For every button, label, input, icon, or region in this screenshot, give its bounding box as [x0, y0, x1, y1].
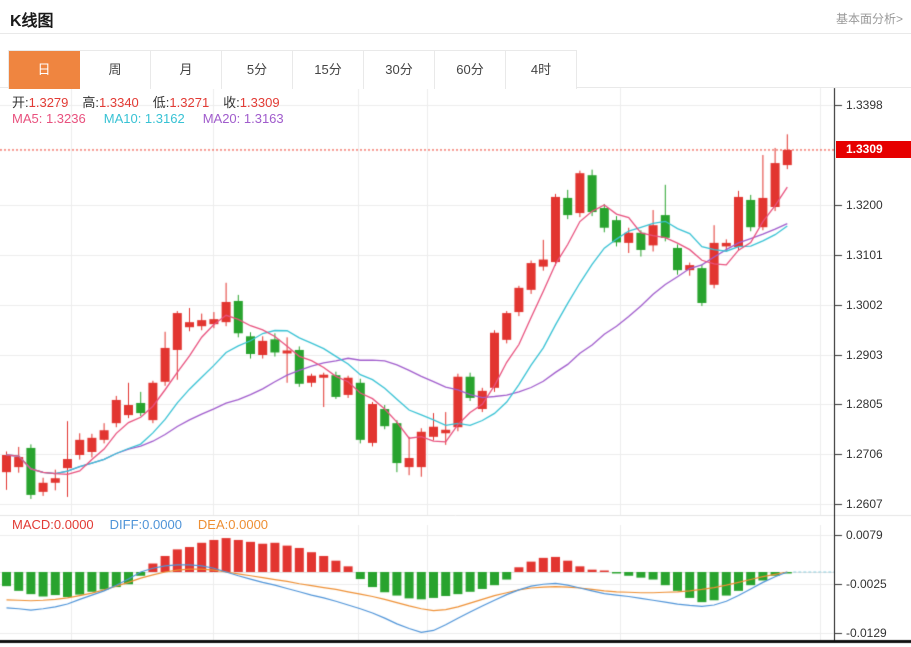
price-axis-label-3: 1.3002	[846, 298, 883, 312]
ohlc-low: 低:1.3271	[152, 95, 210, 110]
current-price-badge: 1.3309	[836, 141, 911, 158]
price-axis-label-2: 1.3101	[846, 248, 883, 262]
price-axis-label-5: 1.2805	[846, 397, 883, 411]
ma-readout: MA5: 1.3236 MA10: 1.3162 MA20: 1.3163	[12, 111, 302, 126]
ma-ma20: MA20: 1.3163	[202, 111, 284, 126]
macd-axis-label-2: -0.0129	[846, 626, 887, 640]
fundamental-analysis-link[interactable]: 基本面分析>	[835, 12, 903, 26]
ma-ma5: MA5: 1.3236	[12, 111, 86, 126]
tab-5min[interactable]: 5分	[222, 51, 293, 89]
price-axis-label-7: 1.2607	[846, 497, 883, 511]
macd-dea: DEA:0.0000	[197, 517, 269, 532]
tab-15min[interactable]: 15分	[293, 51, 364, 89]
ohlc-readout: 开:1.3279 高:1.3340 低:1.3271 收:1.3309	[12, 92, 294, 111]
tab-4hour[interactable]: 4时	[506, 51, 577, 89]
macd-readout: MACD:0.0000 DIFF:0.0000 DEA:0.0000	[12, 517, 284, 532]
page-title: K线图	[10, 13, 54, 30]
ohlc-close: 收:1.3309	[223, 95, 280, 110]
header-divider	[0, 33, 911, 34]
ohlc-high: 高:1.3340	[82, 95, 139, 110]
tab-60min[interactable]: 60分	[435, 51, 506, 89]
price-axis-label-0: 1.3398	[846, 98, 883, 112]
period-tab-bar: 日周月 5分 15分 30分 60分 4时	[8, 50, 577, 89]
tab-30min[interactable]: 30分	[364, 51, 435, 89]
tab-week[interactable]: 周	[80, 51, 151, 89]
tab-month[interactable]: 月	[151, 51, 222, 89]
macd-axis-label-0: 0.0079	[846, 528, 883, 542]
price-axis-label-4: 1.2903	[846, 348, 883, 362]
price-axis-label-6: 1.2706	[846, 447, 883, 461]
macd-diff: DIFF:0.0000	[109, 517, 182, 532]
ma-ma10: MA10: 1.3162	[103, 111, 185, 126]
macd-axis-label-1: -0.0025	[846, 577, 887, 591]
ohlc-open: 开:1.3279	[12, 95, 69, 110]
tab-day[interactable]: 日	[9, 51, 80, 89]
macd-macd: MACD:0.0000	[12, 517, 94, 532]
price-axis-label-1: 1.3200	[846, 198, 883, 212]
